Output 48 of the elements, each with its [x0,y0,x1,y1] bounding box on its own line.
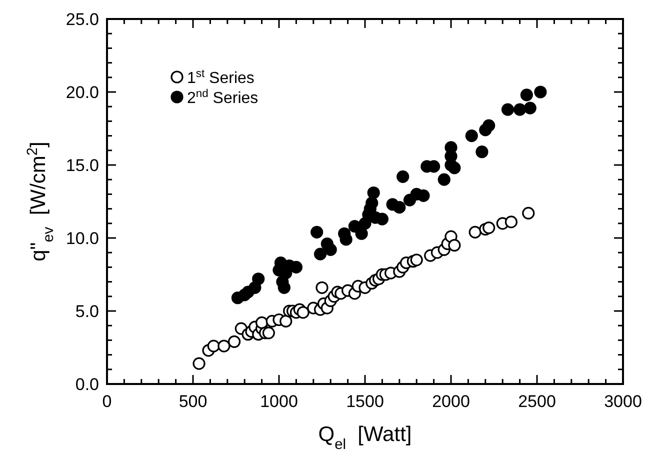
point [534,86,547,98]
point [262,326,275,340]
point [316,281,328,294]
x-tick-label: 1000 [260,392,298,411]
point [514,103,526,116]
point [218,340,230,352]
x-tick-label: 0 [102,392,112,411]
point [468,226,482,238]
point [482,119,496,132]
point [465,130,478,142]
legend-label: 2$^{nd}$ Series [187,88,258,107]
y-tick-label: 20.0 [66,83,99,102]
point [310,226,324,238]
point [438,173,450,186]
point [296,306,310,319]
point [482,221,496,234]
x-axis-title: Q$_{el}$ [Watt] [318,423,412,453]
x-tick-label: 3000 [604,392,642,411]
point [522,206,535,220]
point [448,239,461,252]
point [324,243,337,256]
y-tick-label: 15.0 [66,156,99,175]
x-tick-label: 1500 [346,392,384,411]
point [501,103,514,116]
point [192,357,206,370]
point [504,216,518,228]
x-tick-label: 2500 [518,392,556,411]
point [280,314,292,328]
point [228,335,241,348]
y-tick-label: 10.0 [66,229,99,248]
point [393,201,406,214]
point [524,102,536,114]
point [355,227,368,240]
point [520,88,533,102]
y-tick-label: 5.0 [75,302,99,321]
legend-label: 1$^{st}$ Series [187,68,254,87]
point [410,254,423,266]
point [252,272,265,286]
point [314,248,327,260]
y-tick-label: 25.0 [66,10,99,29]
y-tick-label: 0.0 [75,375,99,394]
point [476,146,488,158]
x-tick-label: 2000 [432,392,470,411]
x-tick-label: 500 [178,392,208,411]
point [367,186,380,200]
point [396,170,410,183]
point [448,162,461,174]
point [207,340,220,352]
